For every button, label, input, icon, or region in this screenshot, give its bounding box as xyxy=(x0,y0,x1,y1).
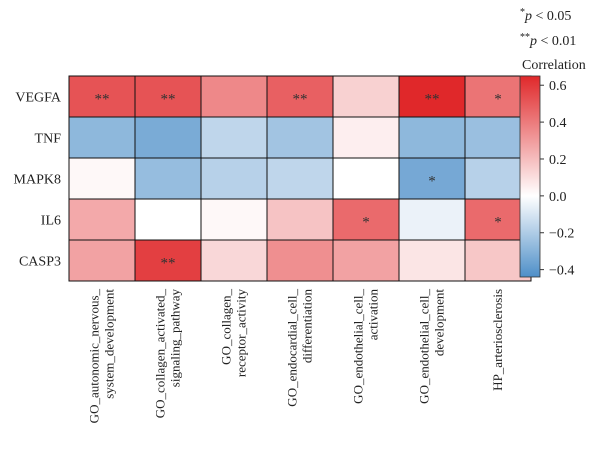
column-label-2-line-0: GO_collagen_ xyxy=(219,289,234,365)
heatmap-cell-vegfa-2 xyxy=(200,75,268,118)
significance-star-vegfa-3: ** xyxy=(293,92,308,108)
heatmap-cell-il6-3 xyxy=(266,198,334,241)
heatmap-cell-tnf-5 xyxy=(398,116,466,159)
heatmap-cell-tnf-0 xyxy=(68,116,136,159)
heatmap-cell-casp3-4 xyxy=(332,239,400,282)
heatmap-cell-il6-5 xyxy=(398,198,466,241)
column-label-2-line-1: receptor_activity xyxy=(234,289,249,378)
note-p005: *p < 0.05 xyxy=(520,7,571,24)
heatmap-cell-tnf-4 xyxy=(332,116,400,159)
significance-star-il6-4: * xyxy=(362,215,370,231)
note-p001-stars: ** xyxy=(520,32,530,43)
heatmap-cell-il6-1 xyxy=(134,198,202,241)
row-label-vegfa: VEGFA xyxy=(15,91,62,106)
heatmap-cell-vegfa-1 xyxy=(134,75,202,118)
row-label-il6: IL6 xyxy=(41,214,61,229)
significance-star-vegfa-1: ** xyxy=(161,92,176,108)
colorbar-tick-label-2: 0.2 xyxy=(549,153,567,168)
heatmap-cell-mapk8-0 xyxy=(68,157,136,200)
significance-star-il6-6: * xyxy=(494,215,502,231)
significance-star-vegfa-6: * xyxy=(494,92,502,108)
column-label-4-line-1: activation xyxy=(366,289,381,341)
significance-legend: *p < 0.05 **p < 0.01 Correlation xyxy=(520,7,586,73)
column-label-3-line-1: differentiation xyxy=(300,289,315,364)
column-label-0-line-0: GO_autonomic_nervous_ xyxy=(87,289,102,424)
heatmap-cell-il6-4 xyxy=(332,198,400,241)
colorbar-tick-label-5: −0.4 xyxy=(549,264,574,279)
row-label-tnf: TNF xyxy=(35,132,62,147)
significance-star-vegfa-5: ** xyxy=(425,92,440,108)
column-label-5-line-1: development xyxy=(432,289,447,357)
heatmap-cell-mapk8-1 xyxy=(134,157,202,200)
note-p001-p: p xyxy=(529,34,537,49)
significance-star-mapk8-5: * xyxy=(428,174,436,190)
heatmap-cell-tnf-2 xyxy=(200,116,268,159)
heatmap-cell-il6-0 xyxy=(68,198,136,241)
column-label-0-line-1: system_development xyxy=(102,289,117,399)
row-label-mapk8: MAPK8 xyxy=(14,173,61,188)
colorbar-tick-label-1: 0.4 xyxy=(549,116,567,131)
heatmap-cell-il6-2 xyxy=(200,198,268,241)
heatmap-cell-tnf-1 xyxy=(134,116,202,159)
heatmap-cell-casp3-2 xyxy=(200,239,268,282)
colorbar xyxy=(519,75,541,278)
heatmap-cell-mapk8-2 xyxy=(200,157,268,200)
heatmap-cell-vegfa-4 xyxy=(332,75,400,118)
note-p001: **p < 0.01 xyxy=(520,32,576,49)
column-label-6-line-0: HP_arteriosclerosis xyxy=(490,289,505,391)
colorbar-tick-label-4: −0.2 xyxy=(549,227,574,242)
column-label-3-line-0: GO_endocardial_cell_ xyxy=(285,289,300,407)
colorbar-tick-label-3: 0.0 xyxy=(549,190,567,205)
colorbar-tick-label-0: 0.6 xyxy=(549,79,567,94)
significance-star-casp3-1: ** xyxy=(161,256,176,272)
heatmap-cell-mapk8-4 xyxy=(332,157,400,200)
heatmap-cell-casp3-3 xyxy=(266,239,334,282)
note-p001-text: < 0.01 xyxy=(537,34,576,49)
heatmap-cell-tnf-3 xyxy=(266,116,334,159)
colorbar-title: Correlation xyxy=(522,58,586,73)
heatmap-cell-mapk8-3 xyxy=(266,157,334,200)
heatmap-cell-casp3-1 xyxy=(134,239,202,282)
note-p005-p: p xyxy=(524,9,532,24)
column-label-4-line-0: GO_endothelial_cell_ xyxy=(351,289,366,404)
heatmap-cell-casp3-0 xyxy=(68,239,136,282)
heatmap-cell-casp3-5 xyxy=(398,239,466,282)
note-p005-stars: * xyxy=(520,7,525,18)
column-label-5-line-0: GO_endothelial_cell_ xyxy=(417,289,432,404)
significance-star-vegfa-0: ** xyxy=(95,92,110,108)
note-p005-text: < 0.05 xyxy=(532,9,571,24)
row-label-casp3: CASP3 xyxy=(19,255,61,270)
column-label-1-line-0: GO_collagen_activated_ xyxy=(153,289,168,419)
column-label-1-line-1: signaling_pathway xyxy=(168,289,183,388)
